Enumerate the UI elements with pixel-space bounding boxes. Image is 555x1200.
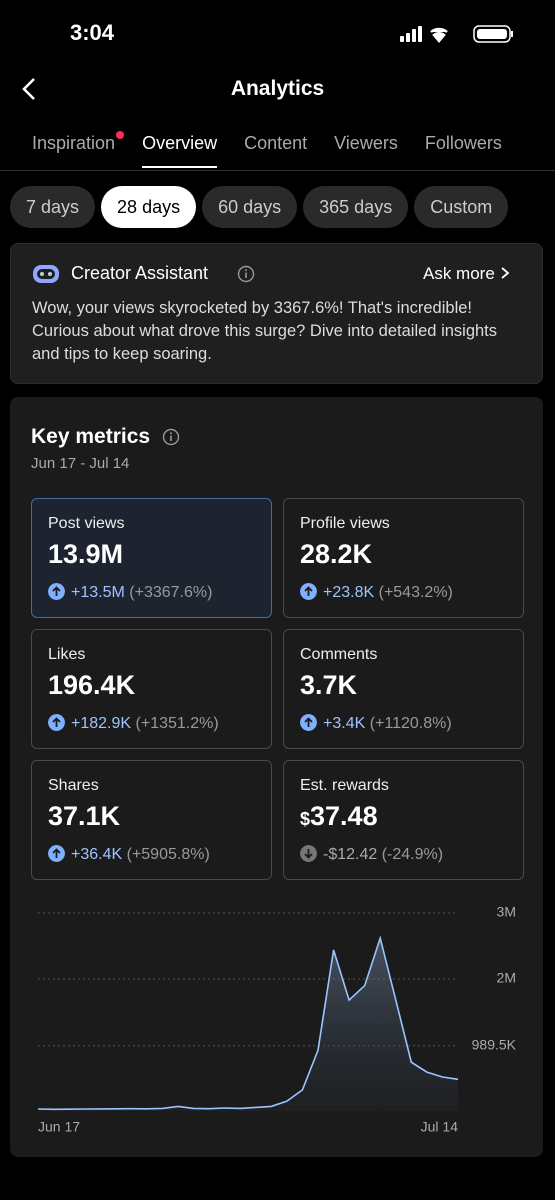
tab[interactable]: Overview [142,128,218,168]
range-chip[interactable]: 365 days [303,186,409,228]
x-tick-label: Jul 14 [421,1119,459,1135]
views-chart: 989.5K 2M 3M Jun 17 Jul 14 [37,904,517,1135]
tab-bar: Inspiration Overview Content Viewers Followe… [0,128,555,171]
assistant-icon [33,265,59,283]
tab[interactable]: Viewers [334,133,398,153]
metric-change: +3.4K (+1120.8%) [300,714,452,733]
change-percent: (+543.2%) [378,584,453,601]
metric-card[interactable]: Comments 3.7K +3.4K (+1120.8%) [283,629,524,749]
key-metrics-range: Jun 17 - Jul 14 [31,455,130,472]
info-icon[interactable] [162,428,180,446]
trend-up-icon [48,583,65,600]
tab[interactable]: Inspiration [32,128,125,166]
change-percent: (+1120.8%) [369,715,452,732]
tab[interactable]: Followers [424,133,502,153]
assistant-title: Creator Assistant [71,263,209,283]
metric-change: +23.8K (+543.2%) [300,583,453,602]
range-chips: 7 days 28 days 60 days 365 days Custom [0,186,555,228]
change-value: -$12.42 [323,846,378,863]
metric-number: 37.48 [310,801,378,831]
ask-more[interactable]: Ask more [423,264,510,284]
metric-number: 196.4K [48,670,136,700]
metric-change: +36.4K (+5905.8%) [48,845,210,864]
trend-up-icon [48,714,65,731]
metric-value: 28.2K [300,539,372,570]
notification-dot [116,131,125,139]
metric-value: 196.4K [48,670,135,701]
metric-card[interactable]: Profile views 28.2K +23.8K (+543.2%) [283,498,524,618]
metric-label: Post views [48,515,125,532]
change-value: +23.8K [323,584,375,601]
range-chip[interactable]: 28 days [101,186,197,228]
change-value: +36.4K [71,846,123,863]
key-metrics-panel: Key metrics Jun 17 - Jul 14 Post views 13… [10,397,543,1157]
metric-change: +13.5M (+3367.6%) [48,583,212,602]
metric-change: -$12.42 (-24.9%) [300,845,443,864]
area-line [37,935,459,1111]
metric-number: 28.2K [300,539,373,569]
change-percent: (+3367.6%) [129,584,213,601]
change-percent: (-24.9%) [381,846,444,863]
tab[interactable]: Content [244,133,308,153]
back-button[interactable] [18,76,40,102]
metric-label: Comments [300,646,378,663]
page-title: Analytics [230,77,325,100]
metric-card[interactable]: Likes 196.4K +182.9K (+1351.2%) [31,629,272,749]
metric-card[interactable]: Post views 13.9M +13.5M (+3367.6%) [31,498,272,618]
metric-label: Likes [48,646,86,663]
chevron [500,267,509,279]
assistant-card: Creator Assistant Ask more Wow, your vie… [10,243,543,384]
change-value: +3.4K [323,715,366,732]
currency: $ [300,809,311,829]
metric-label: Shares [48,777,99,794]
metric-number: 3.7K [300,670,358,700]
status-icons [400,25,513,43]
metric-card[interactable]: Shares 37.1K +36.4K (+5905.8%) [31,760,272,880]
y-tick-label: 989.5K [472,1036,517,1052]
trend-down-icon [300,845,317,862]
metric-label: Est. rewards [300,777,389,794]
metric-value: 13.9M [48,539,123,570]
key-metrics-title: Key metrics [31,425,151,448]
assistant-message: Wow, your views skyrocketed by 3367.6%! … [32,299,498,363]
range-chip[interactable]: 60 days [202,186,298,228]
metric-value: 3.7K [300,670,357,701]
metric-number: 37.1K [48,801,121,831]
x-tick-label: Jun 17 [38,1119,80,1135]
metric-card[interactable]: Est. rewards $37.48 -$12.42 (-24.9%) [283,760,524,880]
change-value: +13.5M [71,584,125,601]
metric-value: 37.1K [48,801,120,832]
change-percent: (+5905.8%) [126,846,210,863]
area-fill [38,938,458,1111]
info-icon[interactable] [237,265,255,283]
metric-value: $37.48 [300,801,378,832]
y-tick-label: 3M [497,904,516,920]
ask-more-label[interactable]: Ask more [423,264,495,283]
range-chip[interactable]: Custom [414,186,509,228]
change-percent: (+1351.2%) [135,715,219,732]
trend-up-icon [300,714,317,731]
metric-change: +182.9K (+1351.2%) [48,714,219,733]
metric-number: 13.9M [48,539,124,569]
y-tick-label: 2M [497,970,516,986]
change-value: +182.9K [71,715,132,732]
range-chip[interactable]: 7 days [10,186,96,228]
metric-label: Profile views [300,515,390,532]
trend-up-icon [300,583,317,600]
trend-up-icon [48,845,65,862]
status-time: 3:04 [70,20,115,45]
